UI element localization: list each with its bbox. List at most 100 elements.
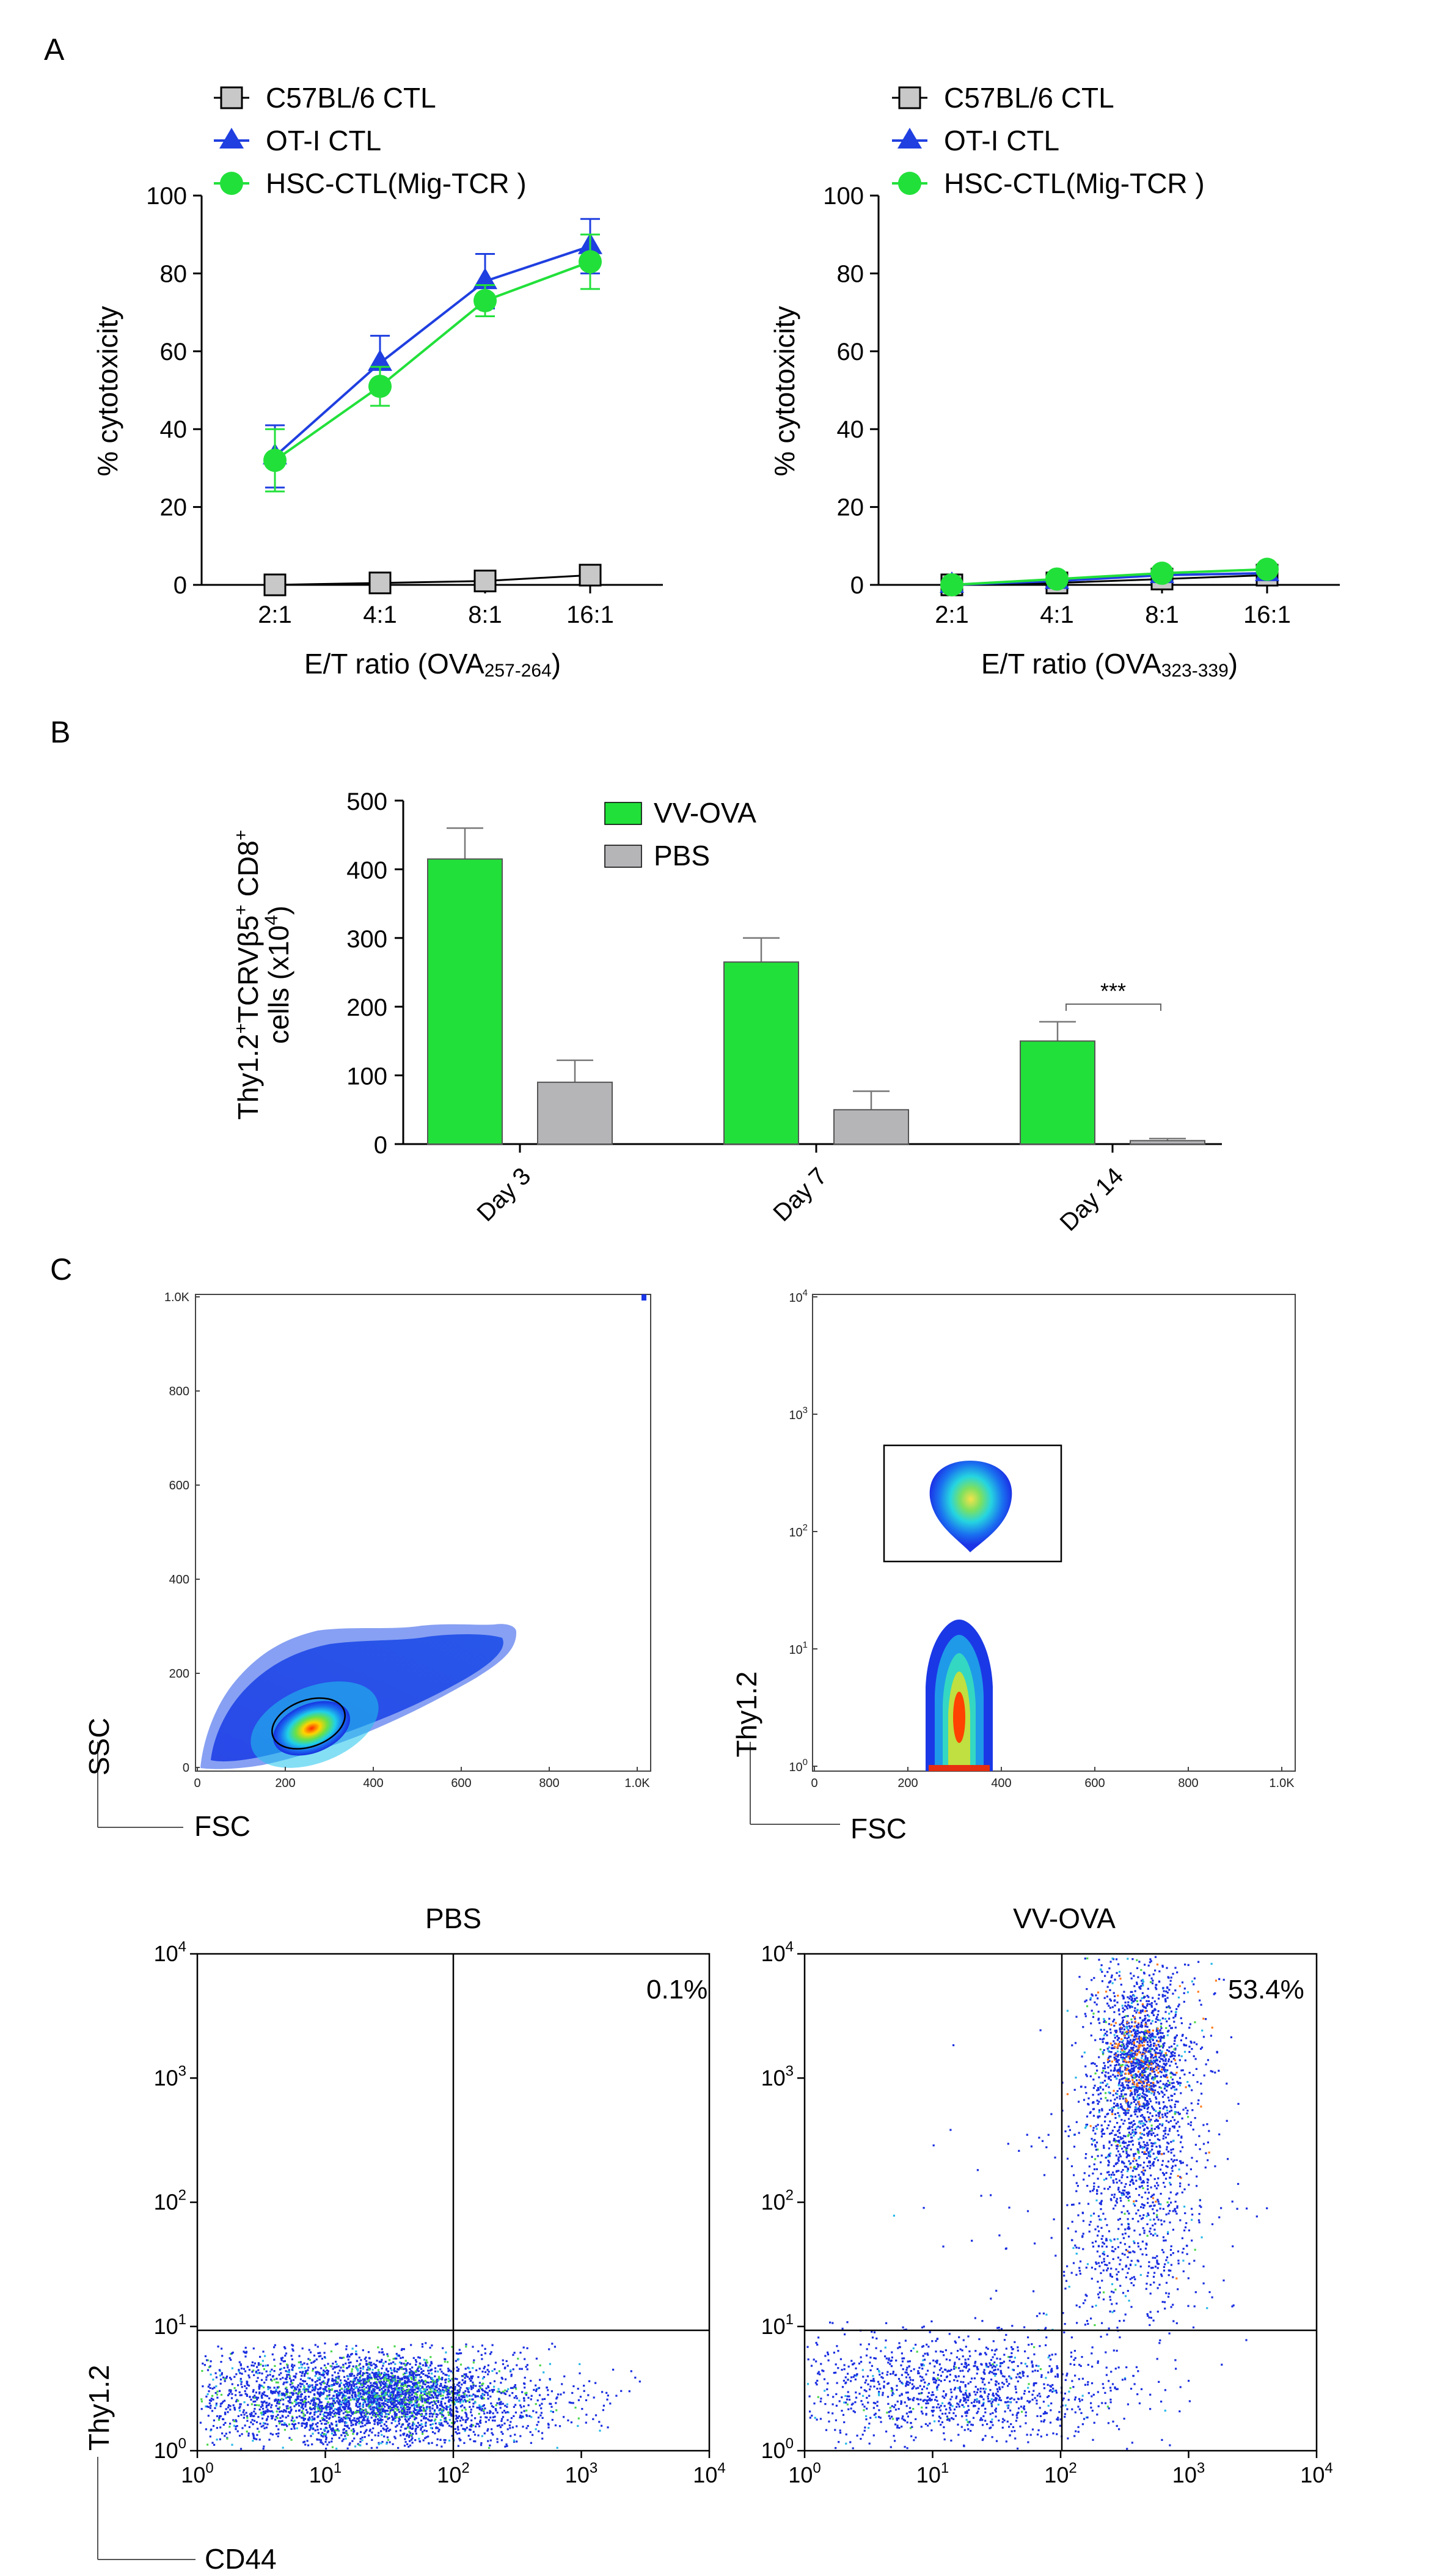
y-tick-label: 500 — [346, 788, 387, 815]
y-tick-label: 400 — [169, 1573, 189, 1587]
legend-item-hsc: HSC-CTL(Mig-TCR ) — [892, 167, 1205, 199]
x-tick-label: 400 — [363, 1777, 383, 1790]
panel-label-b: B — [50, 715, 70, 749]
data-point — [473, 268, 497, 290]
y-axis-label: SSC — [83, 1718, 115, 1776]
y-tick-label: 101 — [154, 2311, 186, 2339]
x-axis-label: E/T ratio (OVA257-264) — [304, 648, 561, 681]
y-tick-label: 1.0K — [164, 1291, 190, 1304]
y-ticks: 0 20 40 60 80 100 — [146, 183, 202, 599]
x-tick-label: Day 14 — [1055, 1162, 1129, 1236]
square-marker-icon — [898, 86, 921, 109]
bar — [427, 858, 503, 1145]
y-tick-label: 0 — [174, 572, 187, 599]
data-point — [368, 375, 392, 398]
legend-label: C57BL/6 CTL — [266, 82, 436, 114]
x-tick-label: 103 — [565, 2460, 598, 2487]
y-tick-label: 100 — [146, 183, 187, 210]
x-tick-label: 200 — [897, 1777, 918, 1790]
y-tick-label: 104 — [154, 1939, 186, 1966]
y-axis-label: % cytotoxicity — [769, 306, 800, 477]
y-tick-label: 40 — [837, 416, 864, 443]
legend-label: HSC-CTL(Mig-TCR ) — [266, 167, 527, 199]
x-tick-label: 1.0K — [624, 1777, 650, 1790]
y-tick-label: 60 — [837, 339, 864, 365]
bar-vv-ova-day-14 — [1020, 1021, 1095, 1145]
data-point — [1045, 567, 1069, 591]
x-tick-label: 8:1 — [468, 601, 502, 628]
y-axis-label: Thy1.2 — [83, 2365, 115, 2451]
y-tick-label: 80 — [837, 260, 864, 287]
x-tick-label: 102 — [437, 2460, 469, 2487]
tick-labels: 0 200 400 600 800 1.0K 0 200 400 600 800 1.0K — [164, 1291, 650, 1790]
y-tick-label: 104 — [761, 1939, 794, 1966]
x-tick-label: Day 7 — [768, 1162, 832, 1227]
y-axis-label-line2: cells (x104) — [261, 906, 294, 1044]
legend: VV-OVA PBS — [604, 797, 756, 872]
x-tick-label: 103 — [1172, 2460, 1205, 2487]
bar — [723, 961, 799, 1145]
x-tick-label: Day 3 — [472, 1162, 536, 1227]
bar-pbs-day-3 — [537, 1059, 613, 1145]
data-point — [473, 288, 497, 312]
y-tick-label: 800 — [169, 1385, 189, 1398]
x-tick-label: 100 — [181, 2460, 213, 2487]
series-0 — [263, 563, 602, 596]
legend-swatch-vv-ova — [604, 802, 642, 825]
bar-vv-ova-day-7 — [723, 937, 799, 1145]
plot-title: PBS — [425, 1903, 481, 1934]
y-tick-label: 102 — [761, 2187, 794, 2215]
x-axis-label: FSC — [194, 1810, 250, 1842]
data-point — [940, 573, 963, 596]
data-point — [473, 570, 497, 593]
square-marker-icon — [220, 86, 243, 109]
cytotoxicity-chart-ova323: 0 20 40 60 80 100 2:1 4:1 8:1 16:1 % cytotoxicit… — [769, 82, 1340, 681]
quadrant-percent: 53.4% — [1228, 1975, 1304, 2005]
flow-plot-pbs: PBS 0.1% 100100101101102102103103104104 … — [83, 1903, 726, 2575]
legend-item-c57bl6: C57BL/6 CTL — [214, 82, 436, 114]
y-tick-label: 0 — [850, 572, 864, 599]
circle-marker-icon — [898, 172, 921, 195]
x-tick-label: 8:1 — [1145, 601, 1179, 628]
x-ticks: 2:1 4:1 8:1 16:1 — [935, 585, 1291, 628]
y-tick-label: 103 — [154, 2063, 186, 2090]
bar — [1130, 1140, 1205, 1145]
x-tick-label: 600 — [1084, 1777, 1105, 1790]
triangle-marker-icon — [897, 128, 922, 149]
y-tick-label: 40 — [160, 416, 188, 443]
y-tick-label: 100 — [154, 2435, 186, 2463]
panel-label-c: C — [50, 1252, 72, 1286]
bar-pbs-day-7 — [833, 1090, 909, 1145]
data-point — [579, 563, 602, 587]
y-ticks: 0 20 40 60 80 100 — [823, 183, 879, 599]
density-cloud — [200, 1294, 646, 1769]
x-tick-label: 4:1 — [363, 601, 397, 628]
triangle-marker-icon — [219, 128, 244, 149]
y-tick-label: 103 — [761, 2063, 794, 2090]
series-0 — [940, 563, 1279, 596]
x-tick-label: 101 — [916, 2460, 949, 2487]
tick-labels: 0 200 400 600 800 1.0K 100 101 102 103 104 — [789, 1288, 1295, 1790]
series-2 — [940, 557, 1279, 596]
event-dots — [806, 1956, 1268, 2450]
x-tick-label: 16:1 — [1243, 601, 1291, 628]
legend-item-hsc: HSC-CTL(Mig-TCR ) — [214, 167, 527, 199]
series-group — [940, 557, 1279, 596]
quadrant-percent: 0.1% — [646, 1975, 707, 2005]
y-axis-label: % cytotoxicity — [92, 306, 123, 477]
x-tick-label: 0 — [194, 1777, 200, 1790]
flow-plot-fsc-ssc: 0 200 400 600 800 1.0K 0 200 400 600 800 1.0K SSC F… — [83, 1291, 651, 1842]
circle-marker-icon — [220, 172, 243, 195]
bar-chart-thy12-cells: 0 100 200 300 400 500 Day 3 Day 7 Day 14 Thy1.2… — [231, 788, 1222, 1236]
legend: C57BL/6 CTL OT-I CTL HSC-CTL(Mig-TCR ) — [892, 82, 1205, 199]
data-point — [263, 573, 287, 596]
legend-item-c57bl6: C57BL/6 CTL — [892, 82, 1114, 114]
data-point — [368, 349, 392, 371]
series-line — [274, 244, 591, 458]
y-tick-label: 200 — [169, 1667, 189, 1681]
series-group — [263, 218, 602, 596]
x-ticks: 2:1 4:1 8:1 16:1 — [258, 585, 614, 628]
y-tick-label: 101 — [789, 1640, 808, 1657]
